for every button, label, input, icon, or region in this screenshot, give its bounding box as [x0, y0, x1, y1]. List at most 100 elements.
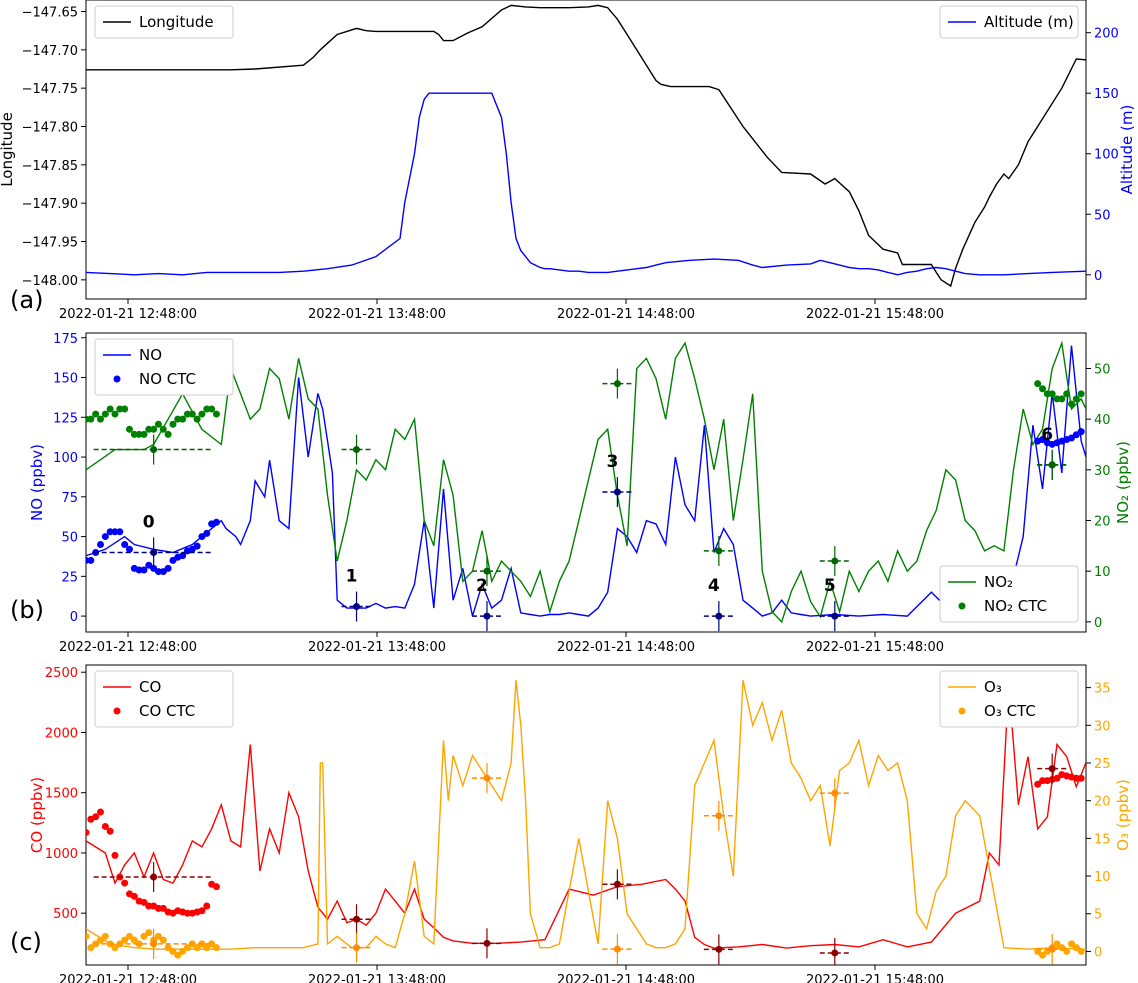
legend-label: CO: [139, 678, 161, 696]
scatter-point: [203, 902, 211, 910]
scatter-point: [193, 415, 201, 423]
y-left-tick-label: −147.95: [22, 236, 78, 251]
scatter-point: [1077, 390, 1085, 398]
scatter-point: [1039, 951, 1047, 959]
legend: Altitude (m): [939, 5, 1079, 39]
scatter-point: [1068, 400, 1076, 408]
scatter-point: [111, 528, 119, 536]
y-left-label: Longitude: [0, 112, 16, 187]
y-left-tick-label: 175: [53, 332, 78, 347]
y-left-tick-label: −147.85: [22, 159, 78, 174]
legend-label: O₃: [984, 678, 1002, 696]
legend-box: [94, 338, 234, 396]
scatter-point: [125, 545, 133, 553]
series-group: [86, 4, 1086, 288]
y-right-label: NO₂ (ppbv): [1114, 441, 1132, 524]
scatter-point: [116, 405, 124, 413]
scatter-point: [169, 420, 177, 428]
legend-box: [94, 5, 234, 39]
scatter-point: [130, 936, 138, 944]
y-left-label: NO (ppbv): [28, 444, 46, 521]
scatter-point: [198, 410, 206, 418]
series-line: [86, 4, 1086, 288]
scatter-point: [1039, 777, 1047, 785]
series-line: [86, 345, 1086, 617]
scatter-point: [96, 541, 104, 549]
ctc-mean-point: [353, 915, 361, 923]
y-left-tick-label: 150: [53, 372, 78, 387]
scatter-point: [154, 420, 162, 428]
y-left-tick-label: −147.90: [22, 197, 78, 212]
scatter-point: [212, 518, 220, 526]
legend: NO NO CTC: [94, 338, 234, 396]
series-line: [86, 684, 1086, 949]
scatter-point: [1058, 395, 1066, 403]
y-left-tick-label: 1500: [45, 787, 78, 802]
scatter-point: [111, 410, 119, 418]
y-right-tick-label: 30: [1094, 464, 1111, 479]
scatter-point: [188, 410, 196, 418]
scatter-point: [135, 566, 143, 574]
y-right-tick-label: 10: [1094, 565, 1111, 580]
x-tick-label: 2022-01-21 12:48:00: [59, 973, 197, 983]
ctc-mean-point: [613, 380, 621, 388]
scatter-point: [96, 936, 104, 944]
scatter-point: [130, 430, 138, 438]
y-left-tick-label: 2000: [45, 726, 78, 741]
legend-box: [94, 670, 234, 728]
ctc-mean-point: [1048, 461, 1056, 469]
scatter-point: [106, 827, 114, 835]
scatter-point: [1077, 428, 1085, 436]
scatter-point: [1048, 390, 1056, 398]
y-right-tick-label: 100: [1094, 148, 1119, 163]
scatter-point: [145, 902, 153, 910]
ctc-mean-point: [831, 949, 839, 957]
scatter-point: [1034, 780, 1042, 788]
x-tick-label: 2022-01-21 14:48:00: [557, 640, 695, 655]
scatter-point: [140, 430, 148, 438]
scatter-point: [121, 879, 129, 887]
scatter-point: [203, 405, 211, 413]
scatter-point: [121, 541, 129, 549]
scatter-point: [101, 932, 109, 940]
series-group: [86, 679, 1086, 965]
legend-label: Longitude: [139, 13, 214, 31]
ctc-mean-point: [715, 612, 723, 620]
scatter-point: [116, 528, 124, 536]
scatter-point: [203, 529, 211, 537]
panel-2: 2022-01-21 12:48:00 2022-01-21 13:48:00 20…: [10, 332, 1132, 655]
legend: O₃ O₃ CTC: [939, 670, 1079, 728]
scatter-point: [1068, 940, 1076, 948]
legend-label: NO₂ CTC: [984, 597, 1047, 615]
scatter-point: [140, 566, 148, 574]
plot-frame: [85, 332, 1087, 633]
y-left-tick-label: 1000: [45, 847, 78, 862]
scatter-point: [1072, 774, 1080, 782]
y-right-label: Altitude (m): [1118, 105, 1136, 195]
series-line: [86, 92, 1086, 276]
x-tick-label: 2022-01-21 13:48:00: [308, 307, 446, 322]
ctc-mean-point: [715, 812, 723, 820]
scatter-point: [87, 556, 95, 564]
y-left-tick-label: 125: [53, 411, 78, 426]
scatter-point: [164, 944, 172, 952]
y-right-tick-label: 20: [1094, 795, 1111, 810]
scatter-point: [193, 542, 201, 550]
y-right-tick-label: 40: [1094, 413, 1111, 428]
scatter-point: [208, 405, 216, 413]
scatter-point: [150, 425, 158, 433]
ctc-mean-point: [613, 945, 621, 953]
legend-box: [939, 565, 1079, 623]
scatter-point: [125, 932, 133, 940]
scatter-point: [140, 932, 148, 940]
scatter-point: [87, 415, 95, 423]
ctc-mean-point: [150, 446, 158, 454]
y-right-tick-label: 35: [1094, 682, 1111, 697]
y-left-tick-label: 100: [53, 451, 78, 466]
scatter-point: [92, 813, 100, 821]
y-right-tick-label: 0: [1094, 616, 1102, 631]
scatter-point: [106, 528, 114, 536]
x-tick-label: 2022-01-21 15:48:00: [806, 307, 944, 322]
y-left-tick-label: −147.80: [22, 121, 78, 136]
